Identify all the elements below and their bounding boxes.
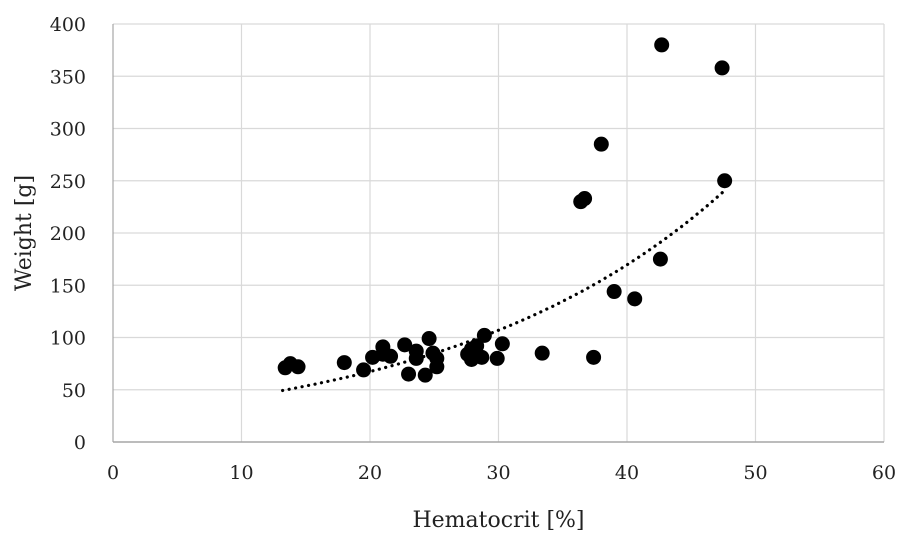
data-point	[627, 291, 643, 307]
data-point	[417, 367, 433, 383]
data-points	[277, 37, 733, 383]
data-point	[654, 37, 670, 53]
data-point	[469, 338, 485, 354]
tick-labels: 0 10 20 30 40 50 60 0 50 100 150 200 250 300 350 400	[50, 14, 896, 484]
y-tick-label: 350	[50, 66, 86, 88]
x-tick-label: 10	[229, 462, 253, 484]
data-point	[383, 348, 399, 364]
y-tick-label: 100	[50, 328, 86, 350]
data-point	[356, 362, 372, 378]
data-point	[397, 337, 413, 353]
trendline	[281, 188, 727, 393]
x-tick-label: 60	[872, 462, 896, 484]
y-axis-title: Weight [g]	[12, 175, 37, 291]
data-point	[336, 355, 352, 371]
data-point	[429, 359, 445, 375]
data-point	[489, 350, 505, 366]
data-point	[717, 173, 733, 189]
data-point	[586, 349, 602, 365]
data-point	[494, 336, 510, 352]
data-point	[476, 327, 492, 343]
plot-axes	[112, 24, 884, 443]
y-tick-label: 0	[74, 432, 86, 454]
y-tick-label: 150	[50, 275, 86, 297]
x-tick-label: 30	[486, 462, 510, 484]
data-point	[474, 349, 490, 365]
data-point	[401, 366, 417, 382]
x-tick-label: 50	[743, 462, 767, 484]
y-tick-label: 400	[50, 14, 86, 36]
y-tick-label: 300	[50, 119, 86, 141]
x-tick-label: 20	[358, 462, 382, 484]
trendline-group	[281, 188, 727, 393]
data-point	[421, 331, 437, 347]
y-tick-label: 50	[62, 380, 86, 402]
gridlines	[113, 23, 885, 442]
y-tick-label: 250	[50, 171, 86, 193]
data-point	[652, 251, 668, 267]
x-axis-title: Hematocrit [%]	[412, 508, 584, 533]
x-tick-label: 40	[615, 462, 639, 484]
data-point	[408, 343, 424, 359]
y-tick-label: 200	[50, 223, 86, 245]
data-point	[714, 60, 730, 76]
data-point	[593, 136, 609, 152]
x-tick-label: 0	[107, 462, 119, 484]
data-point	[606, 284, 622, 300]
data-point	[290, 359, 306, 375]
data-point	[534, 345, 550, 361]
data-point	[577, 191, 593, 207]
